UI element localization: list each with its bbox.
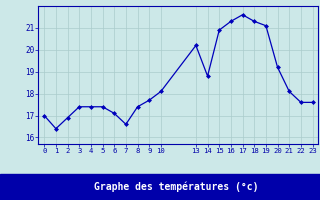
Text: Graphe des températures (°c): Graphe des températures (°c) xyxy=(94,182,258,192)
